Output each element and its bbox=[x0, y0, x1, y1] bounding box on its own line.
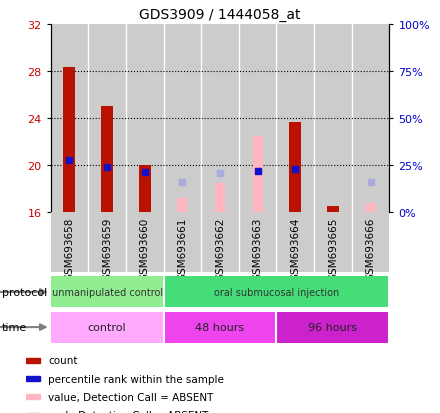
Text: 48 hours: 48 hours bbox=[195, 322, 245, 332]
Bar bbox=[314, 25, 352, 213]
Bar bbox=[276, 312, 389, 343]
Title: GDS3909 / 1444058_at: GDS3909 / 1444058_at bbox=[139, 8, 301, 22]
Bar bbox=[366, 203, 376, 213]
Bar bbox=[26, 376, 40, 381]
Bar bbox=[327, 207, 339, 213]
Bar bbox=[253, 136, 263, 213]
Text: GSM693658: GSM693658 bbox=[64, 218, 74, 281]
Bar bbox=[164, 277, 389, 308]
Bar bbox=[126, 25, 164, 213]
Text: GSM693664: GSM693664 bbox=[290, 218, 300, 281]
Bar bbox=[276, 25, 314, 213]
Text: GSM693663: GSM693663 bbox=[253, 218, 263, 281]
Bar bbox=[352, 25, 389, 213]
Bar bbox=[201, 25, 239, 213]
Bar bbox=[215, 183, 225, 213]
Text: oral submucosal injection: oral submucosal injection bbox=[214, 287, 339, 297]
Bar bbox=[51, 277, 164, 308]
Bar bbox=[289, 122, 301, 213]
Text: GSM693666: GSM693666 bbox=[366, 218, 376, 281]
Text: rank, Detection Call = ABSENT: rank, Detection Call = ABSENT bbox=[48, 411, 209, 413]
Text: unmanipulated control: unmanipulated control bbox=[51, 287, 163, 297]
Bar bbox=[164, 312, 276, 343]
Bar bbox=[51, 25, 88, 213]
Bar bbox=[139, 166, 151, 213]
Bar bbox=[164, 25, 201, 213]
Bar bbox=[177, 199, 187, 213]
Text: GSM693665: GSM693665 bbox=[328, 218, 338, 281]
Bar bbox=[88, 25, 126, 213]
Bar bbox=[101, 107, 113, 213]
Text: value, Detection Call = ABSENT: value, Detection Call = ABSENT bbox=[48, 392, 213, 401]
Text: 96 hours: 96 hours bbox=[308, 322, 357, 332]
Bar bbox=[63, 68, 75, 213]
Text: GSM693662: GSM693662 bbox=[215, 218, 225, 281]
Text: protocol: protocol bbox=[2, 287, 48, 297]
Bar bbox=[26, 358, 40, 363]
Text: GSM693661: GSM693661 bbox=[177, 218, 187, 281]
Text: GSM693660: GSM693660 bbox=[140, 218, 150, 280]
Text: percentile rank within the sample: percentile rank within the sample bbox=[48, 374, 224, 384]
Bar bbox=[26, 394, 40, 399]
Bar bbox=[239, 25, 276, 213]
Bar bbox=[51, 312, 164, 343]
Text: count: count bbox=[48, 356, 78, 366]
Text: control: control bbox=[88, 322, 126, 332]
Text: time: time bbox=[2, 323, 27, 332]
Text: GSM693659: GSM693659 bbox=[102, 218, 112, 281]
